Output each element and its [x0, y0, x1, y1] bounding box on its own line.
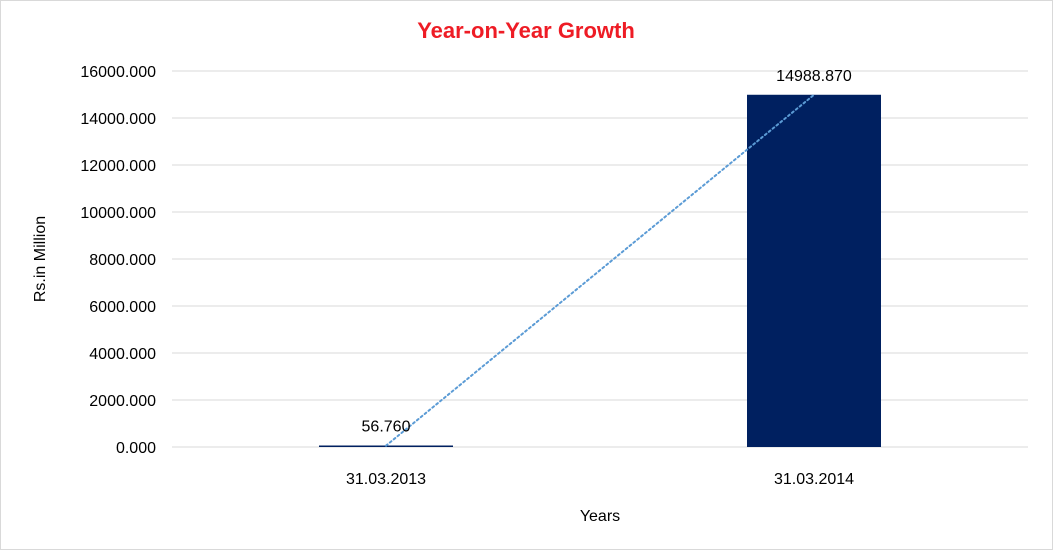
gridlines [172, 70, 1028, 448]
y-tick-label: 14000.000 [80, 111, 156, 128]
y-tick-label: 2000.000 [89, 393, 156, 410]
y-axis-title: Rs.in Million [32, 216, 49, 302]
y-axis-tick-labels: 0.000 2000.000 4000.000 6000.000 8000.000 100… [80, 64, 156, 457]
y-tick-label: 12000.000 [80, 158, 156, 175]
y-tick-label: 16000.000 [80, 64, 156, 81]
data-labels: 56.760 14988.870 [362, 68, 852, 436]
x-axis-title: Years [580, 508, 620, 525]
x-tick-label: 31.03.2014 [774, 471, 854, 488]
data-label: 56.760 [362, 419, 411, 436]
bar [747, 94, 881, 447]
trendline [385, 93, 815, 447]
x-axis-tick-labels: 31.03.2013 31.03.2014 [346, 471, 854, 488]
trendline-line [385, 93, 815, 447]
x-tick-label: 31.03.2013 [346, 471, 426, 488]
y-tick-label: 6000.000 [89, 299, 156, 316]
y-tick-label: 0.000 [116, 440, 156, 457]
y-tick-label: 8000.000 [89, 252, 156, 269]
y-tick-label: 10000.000 [80, 205, 156, 222]
chart-title: Year-on-Year Growth [417, 18, 635, 43]
y-tick-label: 4000.000 [89, 346, 156, 363]
data-label: 14988.870 [776, 68, 852, 85]
